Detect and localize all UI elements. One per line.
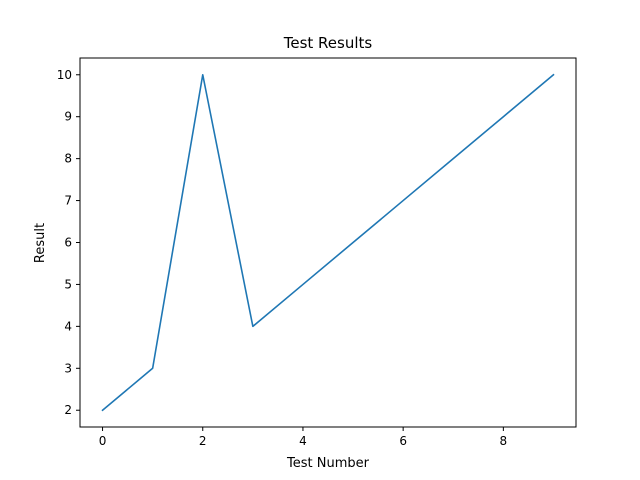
y-tick-label: 5 <box>64 277 72 291</box>
x-tick-label: 8 <box>500 434 508 448</box>
x-tick-label: 6 <box>399 434 407 448</box>
y-tick-label: 8 <box>64 152 72 166</box>
y-axis-label: Result <box>33 223 48 263</box>
plot-area: 0 2 4 6 8 2 3 4 5 6 7 8 9 10 <box>57 57 577 448</box>
y-tick-label: 10 <box>57 68 72 82</box>
y-tick-label: 7 <box>64 194 72 208</box>
y-tick-label: 9 <box>64 110 72 124</box>
x-axis-label: Test Number <box>286 456 370 471</box>
chart-title: Test Results <box>283 34 373 52</box>
x-tick-label: 4 <box>299 434 307 448</box>
x-axis-ticks: 0 2 4 6 8 <box>99 427 507 448</box>
y-tick-label: 6 <box>64 236 72 250</box>
y-tick-label: 2 <box>64 403 72 417</box>
y-axis-ticks: 2 3 4 5 6 7 8 9 10 <box>57 68 80 417</box>
series-layer <box>101 73 555 412</box>
x-tick-label: 0 <box>99 434 107 448</box>
x-tick-label: 2 <box>199 434 207 448</box>
series-line <box>101 73 555 412</box>
y-tick-label: 3 <box>64 361 72 375</box>
y-tick-label: 4 <box>64 319 72 333</box>
